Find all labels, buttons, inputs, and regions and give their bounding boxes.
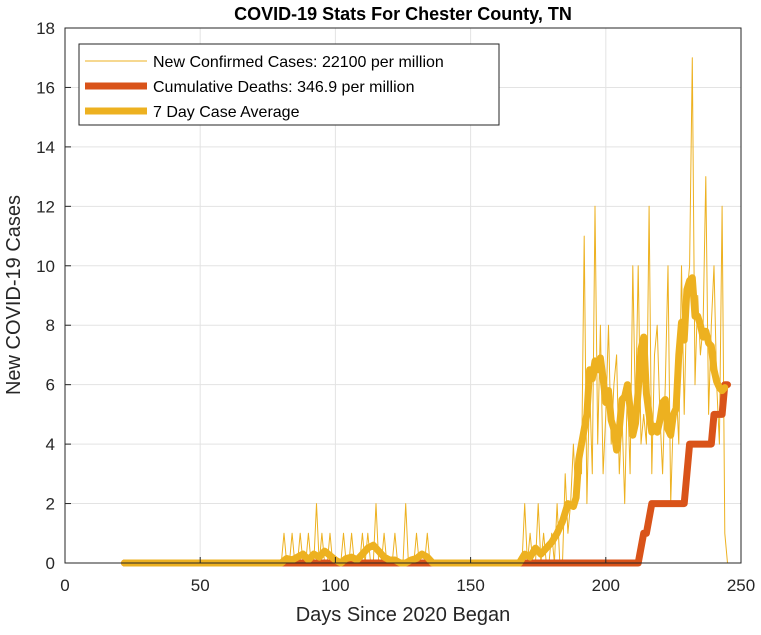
y-tick-label: 0	[46, 554, 55, 573]
legend-label-7day-average: 7 Day Case Average	[153, 104, 300, 121]
y-tick-label: 8	[46, 316, 55, 335]
plot-frame	[64, 27, 742, 564]
y-axis-label: New COVID-19 Cases	[3, 195, 25, 395]
x-tick-label: 250	[727, 576, 755, 595]
x-axis-ticks: 0 50 100 150 200 250	[60, 557, 755, 595]
legend: New Confirmed Cases: 22100 per million C…	[78, 43, 500, 126]
chart-title: COVID-19 Stats For Chester County, TN	[234, 4, 572, 24]
y-axis-ticks: 0 2 4 6 8 10 12 14 16 18	[36, 19, 71, 573]
x-tick-label: 100	[321, 576, 349, 595]
series-line-cumulative-deaths	[121, 381, 731, 567]
y-tick-label: 16	[36, 78, 55, 97]
y-tick-label: 18	[36, 19, 55, 38]
y-tick-label: 6	[46, 376, 55, 395]
y-tick-label: 14	[36, 138, 55, 157]
legend-label-new-cases: New Confirmed Cases: 22100 per million	[153, 54, 444, 71]
y-tick-label: 12	[36, 197, 55, 216]
y-tick-label: 4	[46, 435, 55, 454]
x-tick-label: 150	[456, 576, 484, 595]
series-line-7day-average	[121, 274, 729, 567]
x-tick-label: 0	[60, 576, 69, 595]
x-tick-label: 200	[592, 576, 620, 595]
legend-box	[78, 43, 500, 126]
y-tick-label: 10	[36, 257, 55, 276]
legend-label-deaths: Cumulative Deaths: 346.9 per million	[153, 79, 414, 96]
y-tick-label: 2	[46, 495, 55, 514]
x-axis-label: Days Since 2020 Began	[296, 604, 511, 626]
x-tick-label: 50	[191, 576, 210, 595]
